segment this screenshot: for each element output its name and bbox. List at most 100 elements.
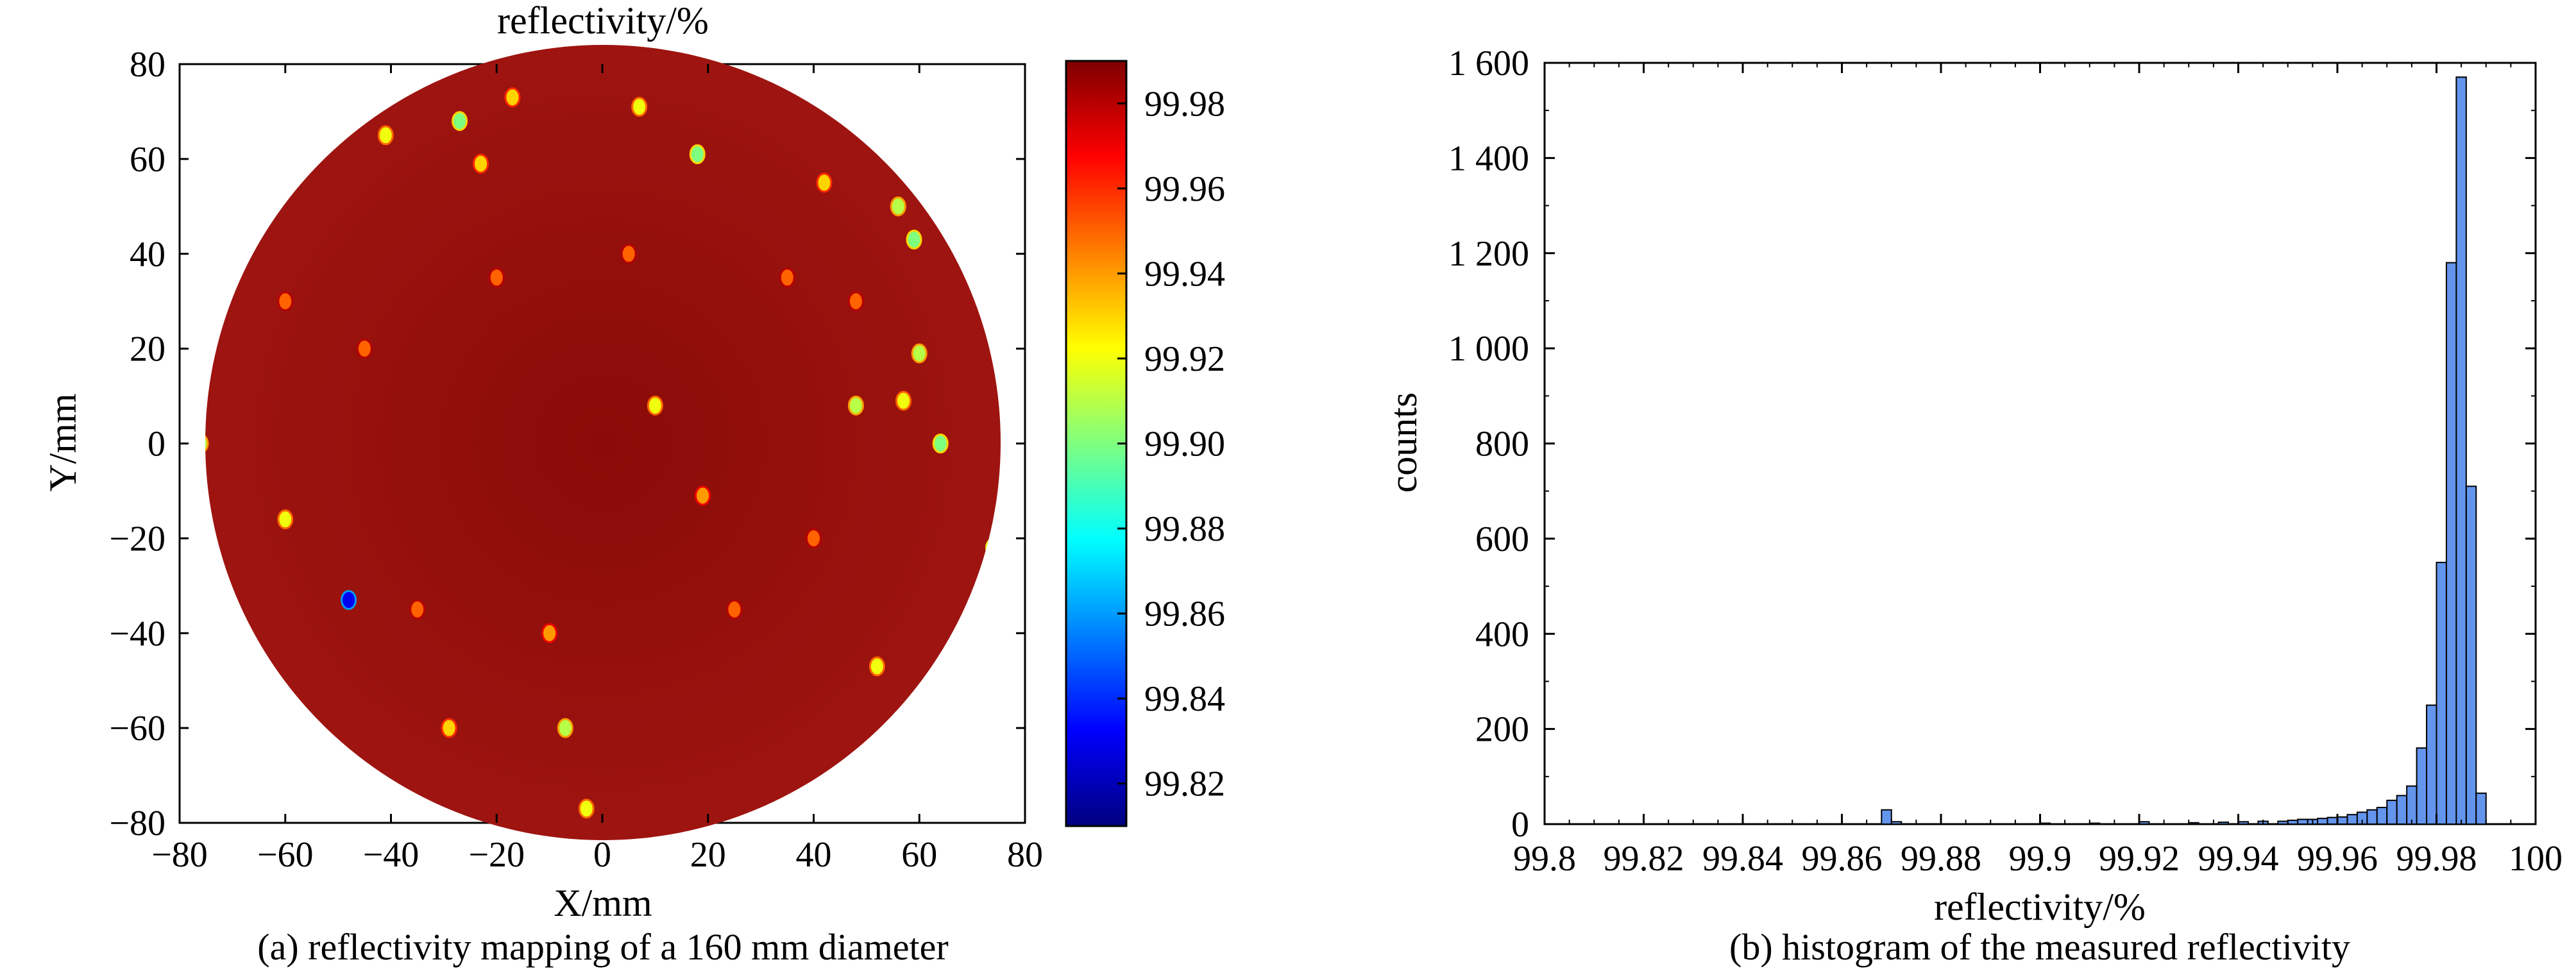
map-x-tick-label: 40 (796, 835, 832, 875)
map-x-tick-label: 60 (901, 835, 937, 875)
map-caption: (a) reflectivity mapping of a 160 mm dia… (257, 926, 948, 968)
histogram-y-tick-label: 200 (1475, 710, 1529, 750)
map-spot (277, 509, 294, 530)
histogram-bar (2237, 821, 2249, 825)
histogram-bar (2326, 816, 2339, 825)
map-y-tick-label: 40 (130, 235, 165, 274)
histogram-y-tick-label: 1 000 (1448, 329, 1529, 369)
histogram-bar (2039, 822, 2051, 825)
map-y-tick-label: −80 (109, 804, 165, 843)
map-y-tick-label: 0 (148, 425, 165, 464)
map-y-tick-label: 80 (130, 45, 165, 85)
histogram-bar (2217, 822, 2230, 825)
histogram-x-tick-label: 99.92 (2099, 839, 2180, 879)
map-spot (452, 111, 468, 131)
histogram-x-axis-label: reflectivity/% (1934, 886, 2146, 928)
map-spots (205, 87, 1001, 819)
histogram-bars (1881, 76, 2487, 825)
histogram-bar (2396, 795, 2408, 825)
colorbar-tick-label: 99.90 (1144, 425, 1225, 464)
map-x-tick-label: 0 (593, 835, 611, 875)
map-y-tick-label: −60 (109, 709, 165, 748)
map-y-tick-label: 20 (130, 330, 165, 369)
map-spot (932, 434, 949, 453)
histogram-x-tick-label: 99.86 (1802, 839, 1883, 879)
map-spot (911, 343, 928, 364)
histogram-bar (2436, 561, 2447, 825)
colorbar-tick-label: 99.82 (1144, 764, 1225, 804)
map-spot (895, 391, 912, 411)
histogram-y-ticks: 0 200 400 600 800 1 000 1 200 1 400 1 600 (1448, 44, 2536, 845)
histogram-x-tick-label: 99.9 (2009, 839, 2072, 879)
map-spot (726, 599, 743, 620)
histogram-bar (2475, 792, 2487, 825)
map-title: reflectivity/% (497, 0, 709, 42)
colorbar-tick-label: 99.94 (1144, 254, 1225, 294)
map-y-tick-label: 60 (130, 140, 165, 180)
map-spot (277, 291, 294, 312)
map-spot (695, 485, 711, 506)
map-spot (488, 267, 505, 288)
histogram-y-tick-label: 400 (1475, 614, 1529, 654)
histogram-x-tick-label: 100 (2509, 839, 2563, 879)
histogram-x-tick-label: 99.8 (1513, 839, 1576, 879)
map-spot (557, 718, 573, 738)
map-spot (620, 244, 637, 264)
histogram-y-axis-label: counts (1382, 393, 1425, 493)
map-spot (647, 395, 663, 416)
histogram-x-ticks: 99.8 99.82 99.84 99.86 99.88 99.9 99.92 99.94 99… (1513, 63, 2563, 879)
histogram-bar (1881, 809, 1892, 825)
map-spot (847, 291, 864, 312)
histogram-caption: (b) histogram of the measured reflectivi… (1729, 926, 2350, 968)
histogram-y-tick-label: 1 600 (1448, 44, 1529, 83)
colorbar-tick-label: 99.88 (1144, 509, 1225, 549)
histogram-bar (2386, 799, 2398, 825)
map-spot (869, 656, 885, 677)
map-spot (441, 718, 457, 738)
histogram-bar (2277, 820, 2289, 825)
map-y-tick-label: −20 (109, 519, 165, 559)
histogram-bar (2455, 76, 2467, 825)
histogram-y-tick-label: 600 (1475, 519, 1529, 559)
histogram-bar (2139, 821, 2150, 825)
histogram-x-tick-label: 99.98 (2396, 839, 2477, 879)
colorbar-tick-label: 99.86 (1144, 595, 1225, 634)
colorbar-tick-label: 99.96 (1144, 169, 1225, 209)
histogram-y-tick-label: 1 400 (1448, 139, 1529, 178)
histogram-bar (1890, 821, 1902, 825)
histogram-x-tick-label: 99.88 (1901, 839, 1981, 879)
histogram-bar (2089, 822, 2101, 825)
colorbar-tick-label: 99.84 (1144, 679, 1225, 719)
map-x-tick-label: −80 (151, 835, 208, 875)
map-spot (631, 97, 648, 117)
histogram-bar (2337, 816, 2348, 825)
histogram-bar (2188, 822, 2199, 825)
reflectivity-map-panel: reflectivity/% −80 −60 −40 −20 0 20 40 60 80 −80… (42, 0, 1043, 968)
map-y-axis-label: Y/mm (42, 393, 84, 491)
map-spot (409, 599, 426, 620)
map-y-ticks: −80 −60 −40 −20 0 20 40 60 80 (109, 45, 1025, 843)
histogram-bar (2426, 704, 2437, 825)
histogram-y-tick-label: 1 200 (1448, 234, 1529, 274)
map-x-tick-label: −20 (468, 835, 525, 875)
map-spot (806, 528, 822, 548)
map-spot (890, 196, 906, 217)
histogram-bar (2366, 809, 2378, 825)
map-spot (779, 267, 795, 288)
map-y-tick-label: −40 (109, 614, 165, 654)
map-spot (377, 125, 394, 146)
map-spot (689, 144, 706, 164)
map-spot (541, 623, 558, 643)
histogram-x-tick-label: 99.84 (1702, 839, 1783, 879)
map-spot (356, 339, 373, 359)
colorbar-ticks: 99.82 99.84 99.86 99.88 99.90 99.92 99.94 99.96… (1117, 84, 1225, 804)
histogram-x-tick-label: 99.82 (1604, 839, 1684, 879)
map-spot (847, 395, 864, 416)
map-spot (205, 434, 209, 453)
map-spot (504, 87, 521, 108)
histogram-x-tick-label: 99.94 (2198, 839, 2279, 879)
map-spot (816, 173, 833, 193)
map-x-tick-label: −40 (363, 835, 419, 875)
histogram-bar (2346, 814, 2358, 825)
